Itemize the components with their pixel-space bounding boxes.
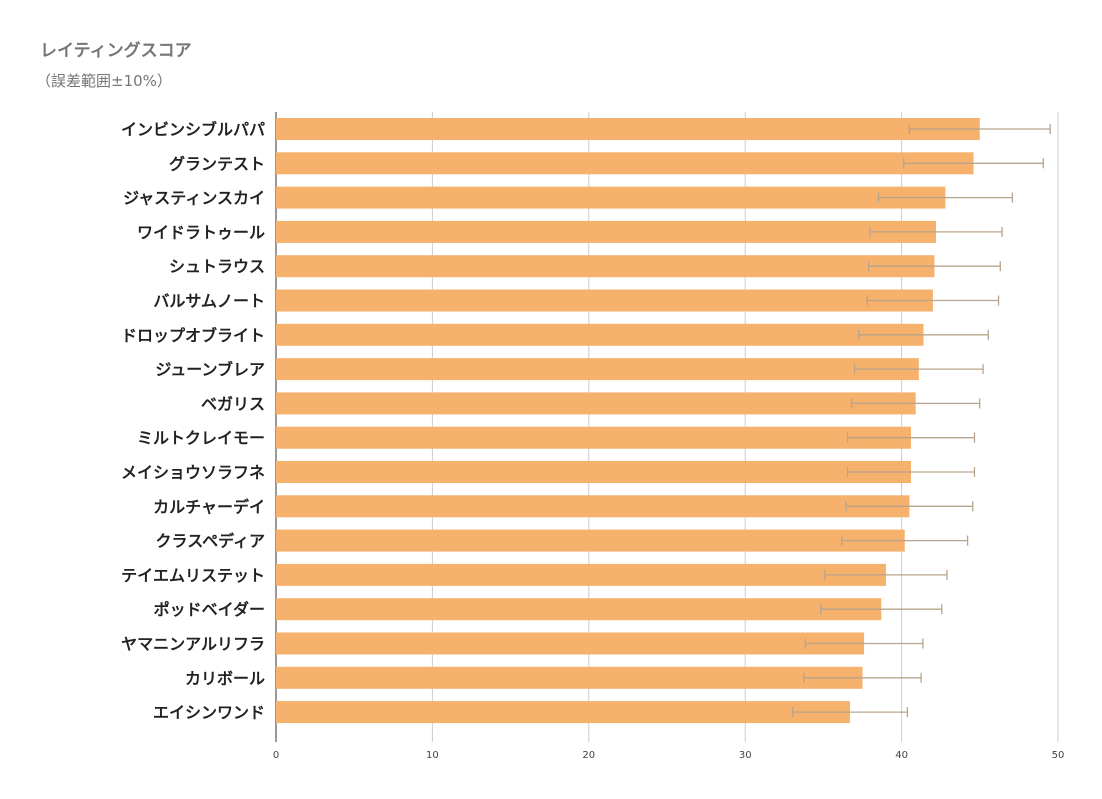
bar bbox=[276, 632, 865, 655]
category-label: バルサムノート bbox=[153, 292, 265, 311]
bar bbox=[276, 598, 882, 621]
category-label: インビンシブルパパ bbox=[121, 120, 265, 139]
category-label: カリボール bbox=[185, 669, 265, 688]
x-tick-label: 20 bbox=[582, 750, 595, 761]
bars bbox=[276, 118, 980, 724]
bar bbox=[276, 392, 916, 415]
bar bbox=[276, 220, 937, 243]
bar bbox=[276, 666, 863, 689]
bar bbox=[276, 186, 946, 209]
chart-title: レイティングスコア bbox=[40, 40, 192, 61]
x-tick-label: 30 bbox=[739, 750, 752, 761]
category-label: シュトラウス bbox=[169, 257, 265, 276]
category-label: ミルトクレイモー bbox=[137, 429, 265, 448]
category-label: ワイドラトゥール bbox=[137, 223, 265, 242]
error-bars bbox=[791, 124, 1051, 718]
bar bbox=[276, 529, 905, 552]
x-tick-labels: 0 10 20 30 40 50 bbox=[273, 750, 1065, 761]
category-label: クラスペディア bbox=[156, 532, 265, 551]
category-label: ポッドベイダー bbox=[154, 600, 265, 619]
category-label: ジャスティンスカイ bbox=[123, 189, 265, 208]
x-tick-label: 0 bbox=[273, 750, 279, 761]
category-labels: インビンシブルパパグランテストジャスティンスカイワイドラトゥールシュトラウスバル… bbox=[121, 120, 265, 722]
bar bbox=[276, 358, 919, 381]
category-label: ジューンブレア bbox=[155, 360, 265, 379]
bar bbox=[276, 118, 980, 140]
bar bbox=[276, 495, 910, 518]
bar bbox=[276, 323, 924, 346]
category-label: メイショウソラフネ bbox=[121, 463, 265, 482]
bar bbox=[276, 289, 933, 312]
category-label: ベガリス bbox=[201, 394, 265, 413]
bar bbox=[276, 701, 850, 724]
chart-subtitle: （誤差範囲±10%） bbox=[36, 72, 172, 90]
bar bbox=[276, 255, 935, 278]
category-label: エイシンワンド bbox=[153, 703, 265, 722]
bar bbox=[276, 426, 911, 449]
x-tick-label: 50 bbox=[1052, 750, 1065, 761]
category-label: ドロップオブライト bbox=[121, 326, 265, 345]
bar bbox=[276, 152, 974, 175]
category-label: カルチャーデイ bbox=[153, 497, 265, 516]
category-label: テイエムリステット bbox=[121, 566, 265, 585]
bar bbox=[276, 461, 911, 483]
x-tick-label: 40 bbox=[895, 750, 908, 761]
bar bbox=[276, 563, 886, 586]
category-label: ヤマニンアルリフラ bbox=[121, 635, 265, 654]
category-label: グランテスト bbox=[169, 154, 265, 173]
x-tick-label: 10 bbox=[426, 750, 439, 761]
